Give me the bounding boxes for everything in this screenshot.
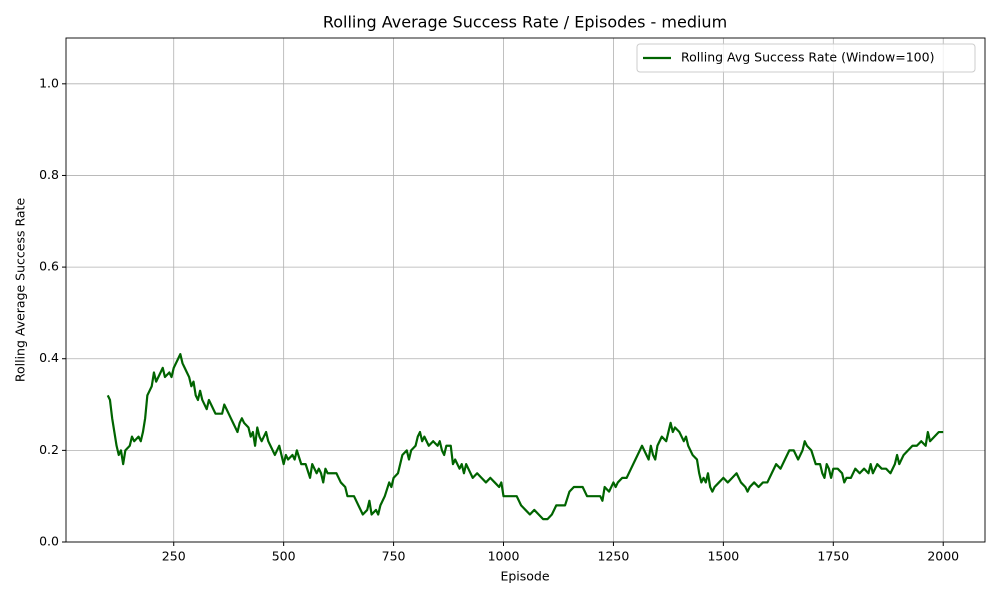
x-tick-label: 750	[382, 549, 406, 564]
y-tick-label: 0.4	[39, 350, 59, 365]
data-line	[106, 353, 944, 521]
y-tick-label: 0.0	[39, 534, 59, 549]
x-tick-label: 1000	[488, 549, 520, 564]
y-tick-label: 0.2	[39, 442, 59, 457]
x-tick-label: 250	[162, 549, 186, 564]
legend-box	[636, 43, 976, 73]
y-tick-label: 1.0	[39, 75, 59, 90]
y-tick-label: 0.6	[39, 259, 59, 274]
legend-label: Rolling Avg Success Rate (Window=100)	[681, 50, 934, 65]
x-tick-label: 500	[272, 549, 296, 564]
y-tick-label: 0.8	[39, 167, 59, 182]
chart-title: Rolling Average Success Rate / Episodes …	[323, 13, 727, 32]
y-axis-label: Rolling Average Success Rate	[13, 198, 28, 383]
x-tick-label: 1250	[598, 549, 630, 564]
legend: Rolling Avg Success Rate (Window=100)	[636, 43, 976, 73]
x-tick-label: 1750	[817, 549, 849, 564]
x-tick-label: 1500	[707, 549, 739, 564]
plot-frame	[65, 37, 986, 543]
x-axis-label: Episode	[500, 569, 549, 584]
x-tick-label: 2000	[927, 549, 959, 564]
